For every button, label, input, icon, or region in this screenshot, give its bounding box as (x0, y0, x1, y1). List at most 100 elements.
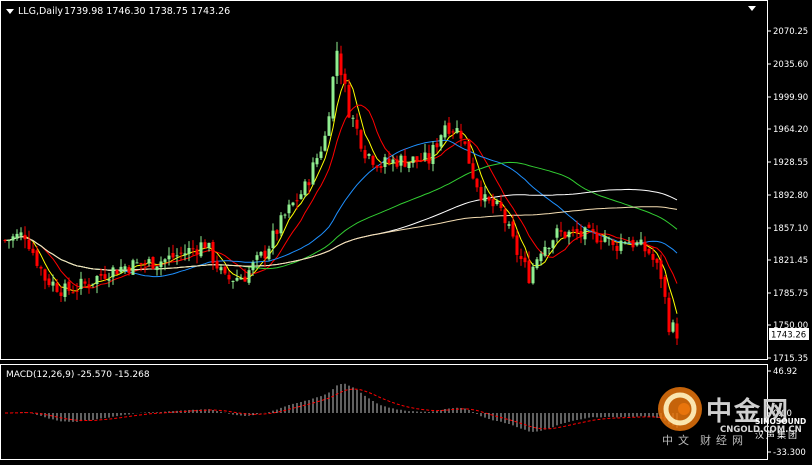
price-tick-label: 1892.80 (773, 191, 808, 201)
candle-body (331, 76, 335, 119)
candle-body (483, 194, 487, 202)
candle-body (407, 161, 411, 168)
candle (347, 79, 351, 119)
candle-body (131, 260, 135, 275)
ma-line-30 (4, 139, 678, 278)
candle (351, 114, 355, 127)
candle-body (599, 240, 603, 243)
candle (459, 123, 463, 147)
candle (615, 242, 619, 260)
candle-body (259, 251, 263, 256)
candle-body (43, 269, 47, 281)
price-tick-label: 1821.45 (773, 256, 808, 266)
candle (363, 145, 367, 164)
candle-body (635, 242, 639, 246)
candle-body (79, 278, 83, 290)
candle (383, 153, 387, 174)
candle-body (579, 231, 583, 237)
candle (415, 156, 419, 169)
candle (335, 41, 339, 84)
candle-body (11, 236, 15, 241)
candle (251, 260, 255, 277)
candle-body (307, 182, 311, 186)
candle-body (123, 266, 127, 270)
candle (643, 236, 647, 258)
candle-body (15, 233, 19, 239)
candle-body (511, 221, 515, 237)
candle (575, 220, 579, 240)
candle-body (111, 267, 115, 278)
candle (403, 148, 407, 168)
candle (391, 155, 395, 172)
candle-body (211, 242, 215, 264)
candle (259, 251, 263, 258)
candle (591, 222, 595, 240)
candle (619, 233, 623, 255)
candle-body (195, 249, 199, 255)
candle (71, 285, 75, 294)
candle (563, 231, 567, 240)
candle-body (395, 159, 399, 167)
candle-body (359, 130, 363, 149)
candle-body (611, 240, 615, 245)
candle-body (91, 283, 95, 285)
candle (499, 194, 503, 212)
price-tick-label: 1785.75 (773, 289, 808, 299)
candle (435, 138, 439, 153)
candle (215, 255, 219, 273)
candle-body (487, 196, 491, 201)
candle-body (555, 228, 559, 238)
candle (307, 179, 311, 195)
candle-body (3, 240, 7, 242)
candle-body (415, 156, 419, 162)
candle-body (231, 280, 235, 282)
candle (115, 269, 119, 275)
candle-body (531, 266, 535, 284)
candle (539, 251, 543, 266)
price-tick-label: 1999.90 (773, 93, 808, 103)
candle-body (643, 241, 647, 252)
scroll-arrow-icon[interactable] (748, 6, 756, 11)
candle-body (439, 135, 443, 147)
candle (407, 161, 411, 173)
candle (315, 153, 319, 168)
candle-body (287, 204, 291, 214)
candle (239, 274, 243, 280)
candle (19, 227, 23, 241)
candle-body (263, 250, 267, 259)
candle-body (271, 230, 275, 249)
candle-body (191, 248, 195, 250)
candle (491, 193, 495, 214)
price-tick: 2035.60 (767, 60, 808, 70)
candle (299, 190, 303, 200)
candle-body (535, 259, 539, 269)
candle-body (491, 199, 495, 207)
candle (663, 275, 667, 304)
candle-body (59, 292, 63, 296)
candle (635, 240, 639, 247)
candle (39, 265, 43, 276)
candle-body (47, 278, 51, 286)
candle-body (471, 163, 475, 179)
candle (495, 198, 499, 206)
candle (203, 239, 207, 249)
candle (43, 268, 47, 290)
symbol-label: LLG,Daily (18, 6, 63, 17)
dropdown-arrow-icon[interactable] (6, 9, 14, 14)
candle (343, 68, 347, 93)
candle (627, 236, 631, 244)
candle (211, 239, 215, 270)
macd-histogram (8, 383, 678, 432)
candle-body (159, 261, 163, 268)
candle-body (427, 153, 431, 164)
candle-body (443, 125, 447, 138)
candle-body (363, 150, 367, 159)
candle-body (583, 227, 587, 240)
candle-body (255, 255, 259, 260)
candle (247, 267, 251, 285)
candle (27, 230, 31, 251)
candle-body (619, 240, 623, 251)
candle (79, 271, 83, 295)
